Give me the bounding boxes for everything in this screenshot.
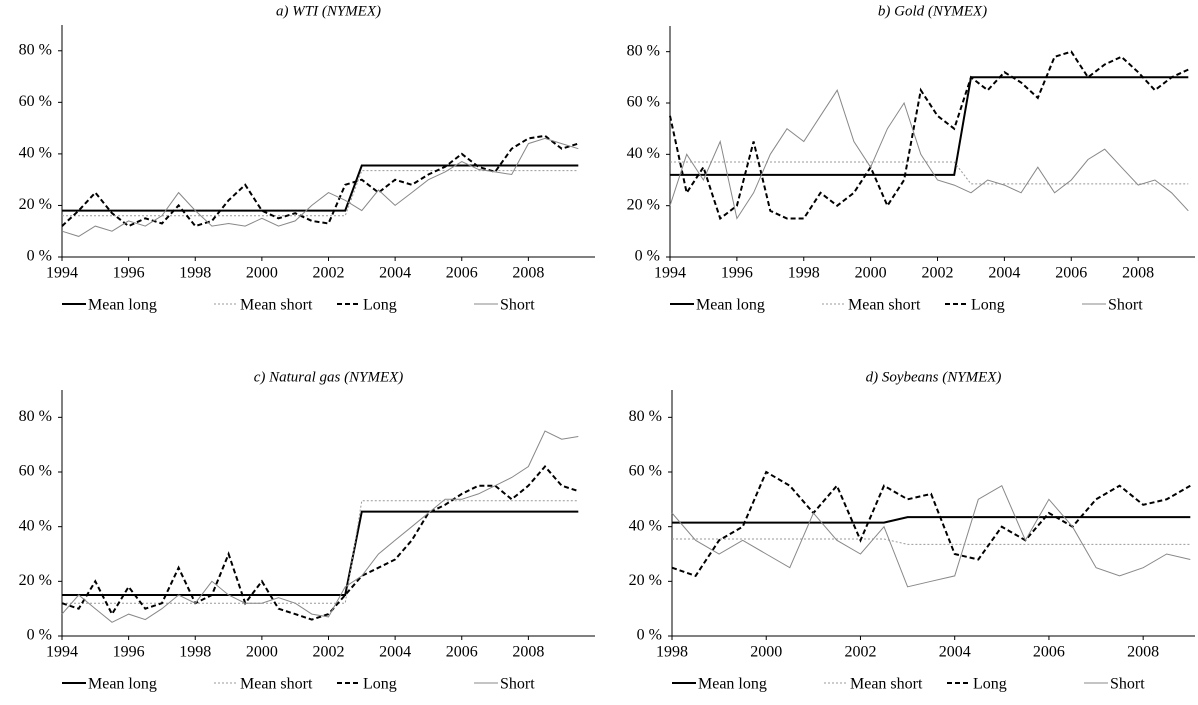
y-tick-label: 0 % bbox=[637, 627, 662, 644]
legend-label: Mean short bbox=[848, 297, 921, 314]
x-tick-label: 2004 bbox=[988, 265, 1020, 282]
series-line bbox=[672, 516, 1191, 524]
legend-label: Mean short bbox=[240, 297, 313, 314]
x-tick-label: 1998 bbox=[179, 644, 211, 661]
y-tick-label: 20 % bbox=[629, 572, 662, 589]
series-line bbox=[669, 50, 1189, 221]
y-tick-label: 40 % bbox=[627, 145, 660, 162]
x-tick-label: 2008 bbox=[1122, 265, 1154, 282]
legend-label: Short bbox=[500, 297, 535, 314]
x-tick-label: 1998 bbox=[788, 265, 820, 282]
series-line bbox=[61, 137, 579, 237]
x-tick-label: 2008 bbox=[512, 644, 544, 661]
x-tick-label: 2002 bbox=[313, 644, 345, 661]
x-tick-label: 2006 bbox=[446, 265, 478, 282]
series-line bbox=[62, 510, 579, 596]
legend-label: Long bbox=[363, 676, 397, 693]
y-tick-label: 60 % bbox=[19, 463, 52, 480]
series-line bbox=[671, 470, 1191, 578]
x-tick-label: 2004 bbox=[379, 265, 411, 282]
x-tick-label: 2008 bbox=[512, 265, 544, 282]
series-line bbox=[61, 134, 579, 228]
y-tick-label: 20 % bbox=[19, 196, 52, 213]
x-tick-label: 2006 bbox=[1033, 644, 1065, 661]
y-tick-label: 80 % bbox=[19, 41, 52, 58]
x-tick-label: 2000 bbox=[855, 265, 887, 282]
chart-title: a) WTI (NYMEX) bbox=[276, 3, 381, 19]
y-tick-label: 80 % bbox=[629, 408, 662, 425]
x-tick-label: 2004 bbox=[379, 644, 411, 661]
y-tick-label: 60 % bbox=[629, 463, 662, 480]
series-line bbox=[671, 484, 1191, 588]
x-tick-label: 1996 bbox=[113, 265, 145, 282]
y-tick-label: 20 % bbox=[19, 572, 52, 589]
legend-label: Mean long bbox=[88, 676, 157, 693]
x-tick-label: 2000 bbox=[750, 644, 782, 661]
y-tick-label: 80 % bbox=[627, 42, 660, 59]
series-line bbox=[669, 89, 1189, 220]
chart-title: b) Gold (NYMEX) bbox=[878, 3, 987, 19]
series-line bbox=[62, 170, 579, 217]
x-tick-label: 2002 bbox=[844, 644, 876, 661]
y-tick-label: 40 % bbox=[19, 145, 52, 162]
legend-label: Long bbox=[973, 676, 1007, 693]
legend-label: Long bbox=[971, 297, 1005, 314]
series-line bbox=[61, 430, 579, 623]
x-tick-label: 2000 bbox=[246, 265, 278, 282]
legend-label: Mean short bbox=[240, 676, 313, 693]
legend-label: Long bbox=[363, 297, 397, 314]
legend-label: Mean long bbox=[696, 297, 765, 314]
y-tick-label: 0 % bbox=[635, 248, 660, 265]
y-tick-label: 40 % bbox=[629, 517, 662, 534]
series-line bbox=[62, 500, 579, 604]
series-line bbox=[61, 464, 579, 621]
legend-label: Short bbox=[1108, 297, 1143, 314]
x-tick-label: 1994 bbox=[654, 265, 686, 282]
x-tick-label: 2002 bbox=[922, 265, 954, 282]
y-tick-label: 20 % bbox=[627, 196, 660, 213]
x-tick-label: 1998 bbox=[656, 644, 688, 661]
y-tick-label: 0 % bbox=[27, 248, 52, 265]
x-tick-label: 2006 bbox=[446, 644, 478, 661]
y-tick-label: 60 % bbox=[19, 93, 52, 110]
y-tick-label: 40 % bbox=[19, 517, 52, 534]
x-tick-label: 1994 bbox=[46, 644, 78, 661]
series-line bbox=[62, 164, 579, 212]
x-tick-label: 1996 bbox=[113, 644, 145, 661]
chart-title: c) Natural gas (NYMEX) bbox=[254, 369, 404, 385]
x-tick-label: 2002 bbox=[313, 265, 345, 282]
legend-label: Mean long bbox=[88, 297, 157, 314]
x-tick-label: 1994 bbox=[46, 265, 78, 282]
series-line bbox=[672, 538, 1191, 545]
legend-label: Mean short bbox=[850, 676, 923, 693]
y-tick-label: 80 % bbox=[19, 408, 52, 425]
legend-label: Mean long bbox=[698, 676, 767, 693]
x-tick-label: 1996 bbox=[721, 265, 753, 282]
y-tick-label: 60 % bbox=[627, 94, 660, 111]
x-tick-label: 2000 bbox=[246, 644, 278, 661]
y-tick-label: 0 % bbox=[27, 627, 52, 644]
chart-title: d) Soybeans (NYMEX) bbox=[866, 369, 1002, 385]
series-line bbox=[670, 76, 1189, 176]
x-tick-label: 2006 bbox=[1055, 265, 1087, 282]
legend-label: Short bbox=[1110, 676, 1145, 693]
legend-label: Short bbox=[500, 676, 535, 693]
x-tick-label: 2008 bbox=[1127, 644, 1159, 661]
x-tick-label: 1998 bbox=[179, 265, 211, 282]
x-tick-label: 2004 bbox=[939, 644, 971, 661]
